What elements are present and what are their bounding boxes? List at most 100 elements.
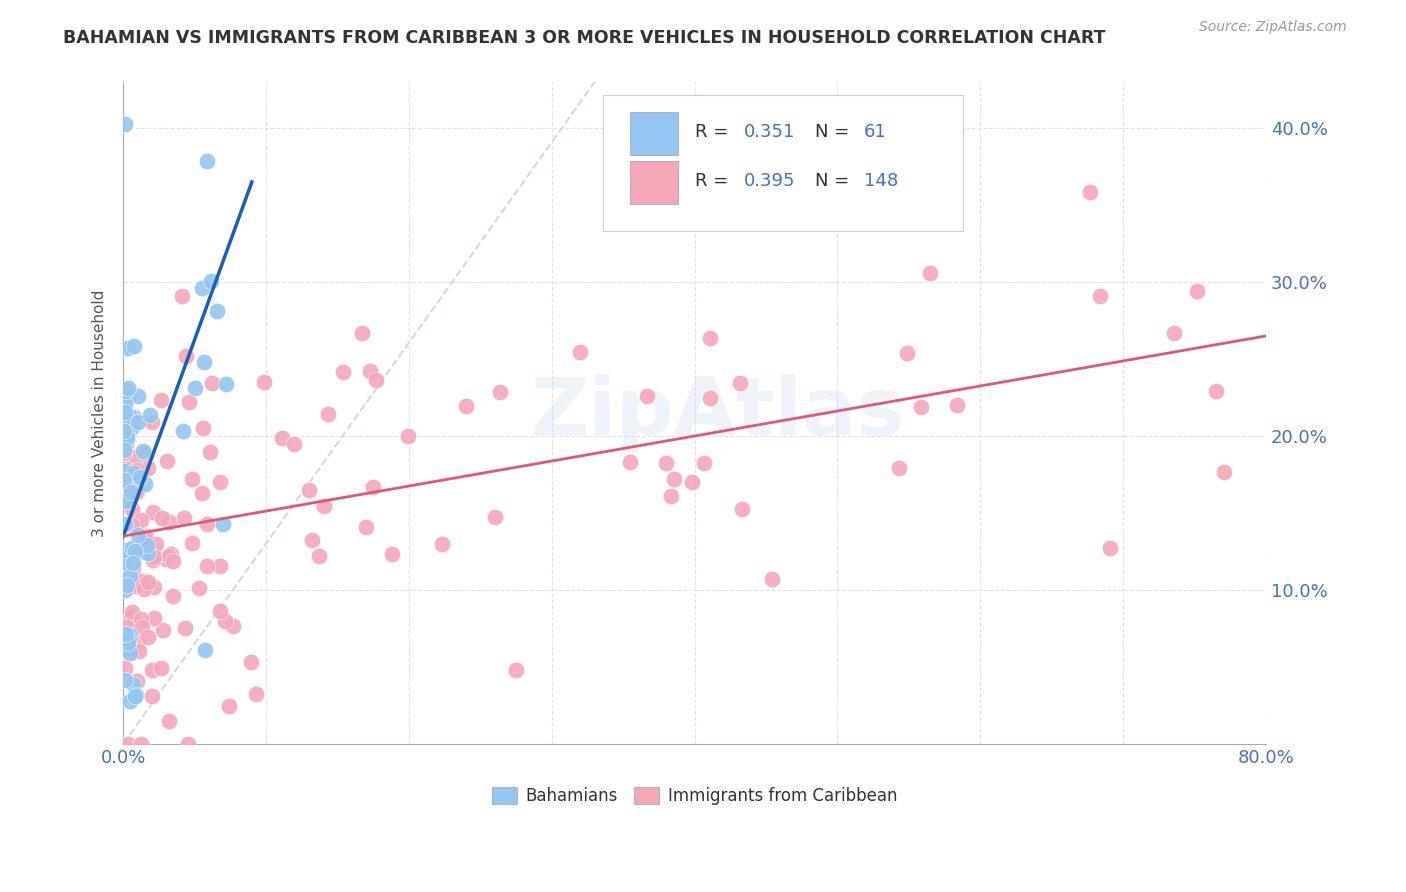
Point [114, 673, 136, 687]
Point [484, 510, 506, 524]
Point [179, 395, 201, 409]
Point [136, 538, 159, 552]
Point [731, 502, 754, 516]
Point [129, 737, 152, 751]
Point [1090, 289, 1112, 303]
Point [112, 446, 135, 460]
Point [181, 472, 204, 486]
Point [359, 364, 381, 378]
Point [127, 636, 149, 650]
Point [212, 517, 235, 532]
Point [134, 582, 156, 596]
Point [910, 400, 932, 414]
Point [141, 415, 163, 429]
Point [194, 643, 217, 657]
Point [127, 415, 149, 429]
Point [218, 699, 240, 714]
Point [124, 689, 146, 703]
Point [117, 578, 139, 592]
Point [112, 470, 135, 484]
Text: N =: N = [814, 122, 855, 141]
Point [381, 547, 404, 561]
Point [112, 434, 135, 449]
Point [122, 338, 145, 352]
Point [699, 331, 721, 345]
Legend: Bahamians, Immigrants from Caribbean: Bahamians, Immigrants from Caribbean [485, 780, 904, 812]
Point [117, 620, 139, 634]
Point [207, 303, 229, 318]
Point [131, 620, 153, 634]
Point [114, 549, 136, 564]
Point [195, 559, 218, 574]
Point [193, 355, 215, 369]
Point [396, 428, 419, 442]
Point [127, 528, 149, 542]
Point [181, 536, 204, 550]
Point [125, 450, 148, 465]
Point [117, 644, 139, 658]
Point [314, 499, 336, 513]
Point [1212, 465, 1234, 479]
Point [659, 489, 682, 503]
Point [141, 689, 163, 703]
Point [245, 687, 267, 701]
Point [699, 391, 721, 405]
Point [112, 461, 135, 475]
Point [176, 737, 198, 751]
Point [655, 456, 678, 470]
Point [946, 399, 969, 413]
Point [142, 504, 165, 518]
Point [134, 477, 156, 491]
Point [129, 574, 152, 588]
Point [112, 543, 135, 558]
Point [298, 483, 321, 497]
Point [155, 551, 177, 566]
Point [173, 511, 195, 525]
Point [128, 644, 150, 658]
Point [505, 663, 527, 677]
Bar [630, 161, 678, 204]
Point [124, 479, 146, 493]
Point [118, 494, 141, 508]
Point [157, 515, 180, 529]
Point [143, 611, 166, 625]
Point [115, 562, 138, 576]
Point [188, 581, 211, 595]
Point [1187, 284, 1209, 298]
Point [131, 465, 153, 479]
Point [364, 373, 387, 387]
Point [121, 605, 143, 619]
Point [136, 631, 159, 645]
Point [129, 512, 152, 526]
Point [127, 485, 149, 500]
Point [208, 475, 231, 490]
Point [117, 737, 139, 751]
Point [1099, 541, 1122, 555]
Point [896, 346, 918, 360]
Point [193, 421, 215, 435]
Point [145, 537, 167, 551]
Point [118, 561, 141, 575]
Point [136, 546, 159, 560]
Point [430, 537, 453, 551]
Point [118, 409, 141, 423]
Point [114, 661, 136, 675]
Point [316, 407, 339, 421]
Point [488, 384, 510, 399]
Point [115, 434, 138, 448]
Point [117, 423, 139, 437]
Point [120, 608, 142, 623]
Point [214, 377, 236, 392]
Point [162, 554, 184, 568]
Point [112, 464, 135, 478]
Point [214, 615, 236, 629]
Text: Source: ZipAtlas.com: Source: ZipAtlas.com [1199, 20, 1347, 34]
Text: ZipAtlas: ZipAtlas [530, 374, 904, 452]
Point [112, 424, 135, 438]
Point [156, 454, 179, 468]
Point [115, 433, 138, 447]
Point [681, 475, 703, 489]
Point [117, 420, 139, 434]
Point [114, 644, 136, 658]
Point [115, 437, 138, 451]
